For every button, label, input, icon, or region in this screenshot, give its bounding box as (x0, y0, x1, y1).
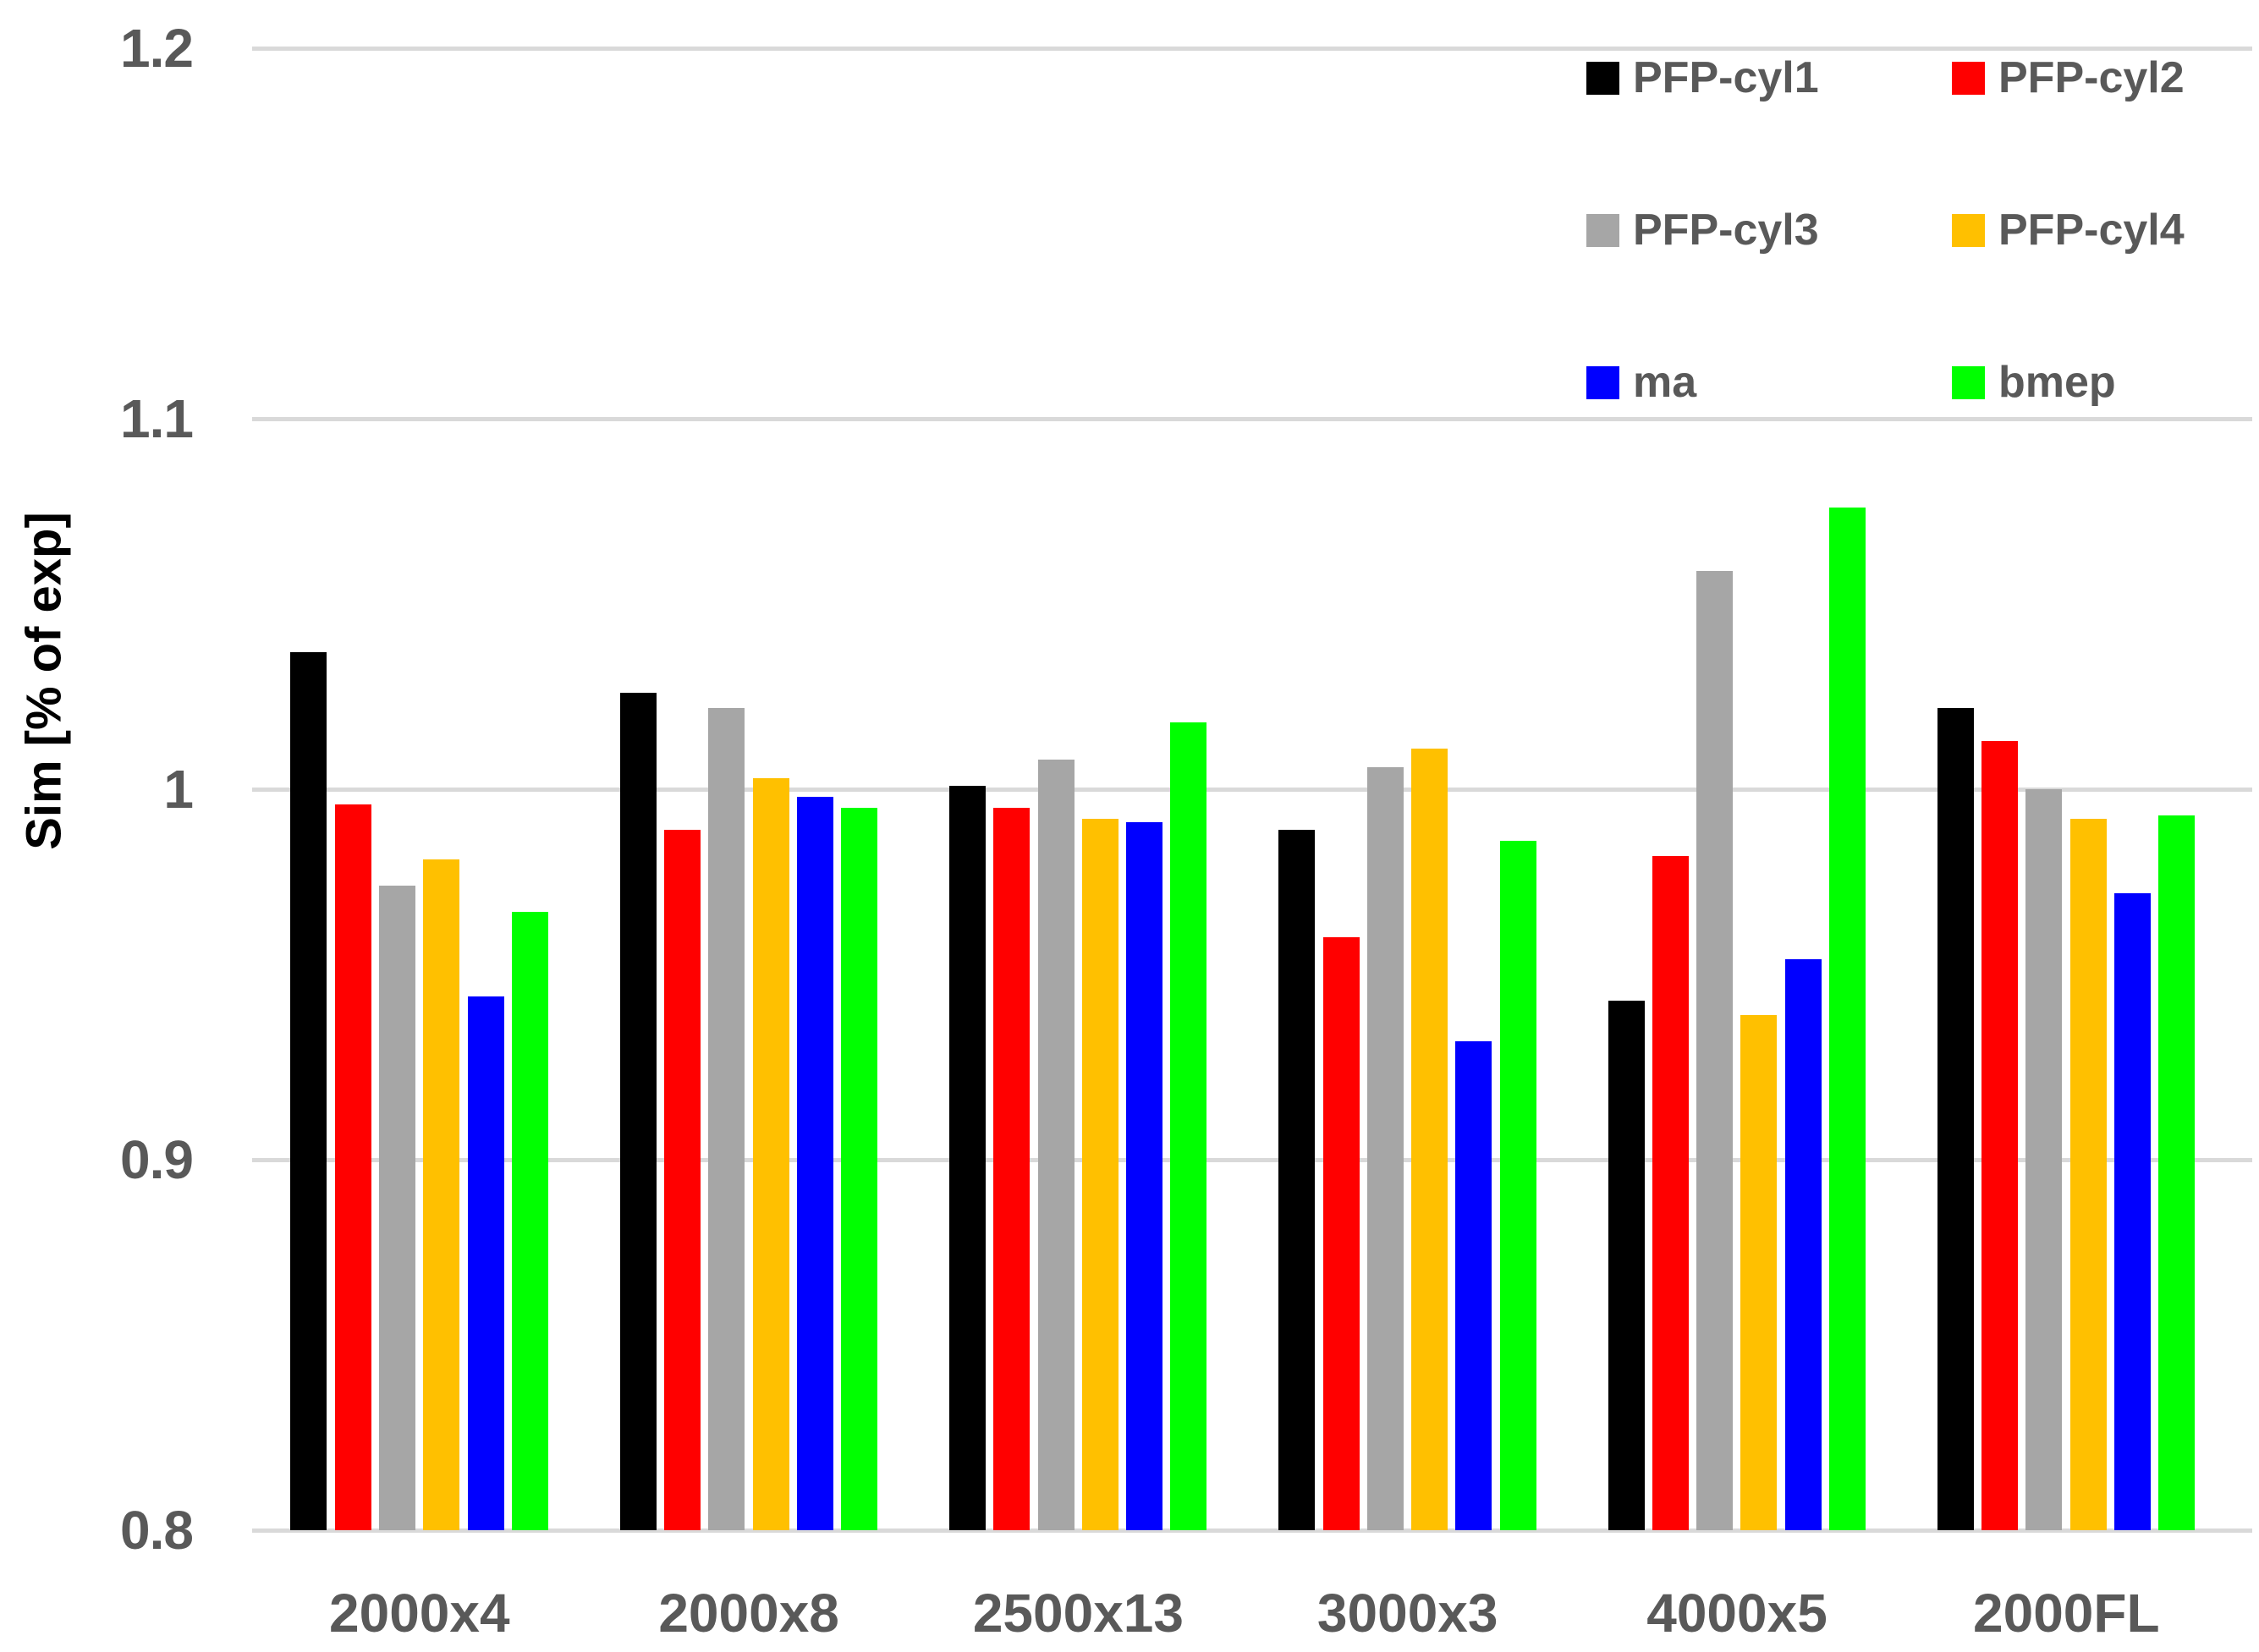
legend-swatch-bmep (1952, 365, 1985, 399)
bar-PFP-cyl3-4000x5 (1696, 570, 1734, 1530)
bar-ma-2500x13 (1126, 822, 1163, 1530)
bar-PFP-cyl4-3000x3 (1411, 748, 1448, 1530)
bar-bmep-4000x5 (1829, 508, 1866, 1530)
legend-item-PFP-cyl2: PFP-cyl2 (1952, 56, 2185, 100)
x-tick-label-2000FL: 2000FL (1973, 1583, 2160, 1644)
bar-ma-2000FL (2114, 892, 2151, 1530)
bar-bmep-2000x4 (511, 911, 548, 1530)
legend-item-ma: ma (1586, 360, 1696, 404)
bar-PFP-cyl4-2000x8 (752, 777, 789, 1530)
legend-swatch-ma (1586, 365, 1619, 399)
legend-item-PFP-cyl4: PFP-cyl4 (1952, 208, 2185, 252)
bar-PFP-cyl1-3000x3 (1278, 830, 1316, 1530)
x-tick-label-2000x4: 2000x4 (329, 1583, 510, 1644)
bar-PFP-cyl4-4000x5 (1740, 1015, 1778, 1530)
legend-item-PFP-cyl1: PFP-cyl1 (1586, 56, 1819, 100)
bar-ma-3000x3 (1455, 1040, 1492, 1530)
bar-PFP-cyl2-2000x8 (663, 830, 701, 1530)
legend-swatch-PFP-cyl1 (1586, 61, 1619, 95)
bar-PFP-cyl2-2500x13 (993, 807, 1031, 1530)
legend-swatch-PFP-cyl4 (1952, 213, 1985, 247)
bar-PFP-cyl3-2000x8 (708, 707, 745, 1530)
bar-PFP-cyl2-2000x4 (334, 804, 371, 1530)
legend-label-PFP-cyl4: PFP-cyl4 (1998, 206, 2185, 255)
legend-label-PFP-cyl3: PFP-cyl3 (1633, 206, 1819, 255)
bar-bmep-2000FL (2158, 815, 2196, 1530)
bar-PFP-cyl2-2000FL (1981, 741, 2019, 1530)
bar-PFP-cyl4-2000x4 (423, 859, 460, 1530)
x-tick-label-3000x3: 3000x3 (1316, 1583, 1498, 1644)
bar-PFP-cyl1-2500x13 (948, 785, 986, 1530)
legend-item-PFP-cyl3: PFP-cyl3 (1586, 208, 1819, 252)
legend-label-PFP-cyl1: PFP-cyl1 (1633, 53, 1819, 102)
bar-PFP-cyl2-3000x3 (1322, 937, 1360, 1530)
x-tick-label-2000x8: 2000x8 (658, 1583, 839, 1644)
y-tick-label-1.1: 1.1 (120, 388, 194, 449)
legend-swatch-PFP-cyl2 (1952, 61, 1985, 95)
y-tick-label-1.2: 1.2 (120, 18, 194, 79)
y-tick-label-1: 1 (163, 759, 194, 820)
bar-bmep-2500x13 (1170, 722, 1207, 1530)
gridline-0.9 (252, 1157, 2252, 1162)
legend-item-bmep: bmep (1952, 360, 2116, 404)
gridline-1 (252, 787, 2252, 792)
bar-PFP-cyl1-2000x8 (619, 693, 657, 1530)
bar-PFP-cyl4-2000FL (2069, 819, 2107, 1530)
gridline-1.1 (252, 416, 2252, 421)
x-tick-label-4000x5: 4000x5 (1646, 1583, 1828, 1644)
gridline-0.8 (252, 1528, 2252, 1533)
bar-PFP-cyl3-2000x4 (378, 885, 415, 1530)
bar-bmep-3000x3 (1499, 841, 1536, 1530)
bar-PFP-cyl1-2000FL (1937, 707, 1974, 1530)
bar-ma-2000x4 (467, 996, 504, 1530)
bar-PFP-cyl2-4000x5 (1652, 855, 1689, 1530)
bar-PFP-cyl3-2000FL (2025, 789, 2063, 1530)
bar-PFP-cyl4-2500x13 (1081, 819, 1119, 1530)
legend-label-bmep: bmep (1998, 358, 2116, 407)
bar-PFP-cyl1-2000x4 (290, 651, 327, 1530)
y-tick-label-0.9: 0.9 (120, 1129, 194, 1190)
y-tick-label-0.8: 0.8 (120, 1500, 194, 1561)
legend-label-PFP-cyl2: PFP-cyl2 (1998, 53, 2185, 102)
gridline-1.2 (252, 46, 2252, 51)
bar-PFP-cyl1-4000x5 (1608, 1000, 1645, 1530)
legend-label-ma: ma (1633, 358, 1697, 407)
bar-ma-4000x5 (1784, 959, 1822, 1530)
bar-PFP-cyl3-3000x3 (1366, 766, 1404, 1530)
bar-PFP-cyl3-2500x13 (1037, 759, 1075, 1530)
x-tick-label-2500x13: 2500x13 (972, 1583, 1184, 1644)
bar-bmep-2000x8 (841, 807, 878, 1530)
legend-swatch-PFP-cyl3 (1586, 213, 1619, 247)
bar-ma-2000x8 (796, 796, 833, 1530)
